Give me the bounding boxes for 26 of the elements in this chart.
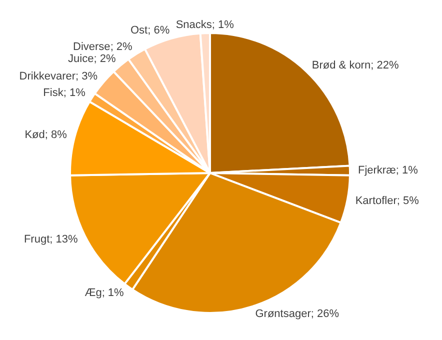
slice-label: Snacks [176, 18, 212, 31]
slice-label: Æg [84, 287, 102, 300]
data-label: ; 6% [148, 24, 170, 37]
data-label: ; 1% [212, 18, 234, 31]
data-label: ; 22% [370, 60, 399, 72]
slice-label: Kartofler [355, 194, 397, 207]
slice-label: Kød [24, 129, 45, 142]
data-label: ; 3% [76, 70, 98, 83]
data-label: ; 2% [94, 52, 116, 65]
data-label: ; 1% [63, 87, 86, 100]
slice-label: Juice [68, 52, 94, 65]
slice-label: Ost [130, 24, 148, 37]
slice-label: Fisk [43, 87, 64, 100]
slice-label: Grøntsager [255, 308, 311, 320]
data-label: ; 5% [396, 194, 419, 207]
slice-label: Drikkevarer [19, 70, 76, 83]
data-label: ; 1% [396, 164, 418, 176]
data-label: ; 8% [44, 129, 67, 142]
data-label: ; 13% [50, 233, 78, 246]
data-label: ; 26% [310, 308, 340, 320]
slice-label: Frugt [24, 233, 50, 246]
slice-label: Fjerkræ [358, 164, 396, 176]
slice-label: Brød & korn [312, 60, 371, 72]
slice-label: Diverse [73, 40, 110, 53]
data-label: ; 2% [110, 40, 132, 53]
data-label: ; 1% [102, 287, 124, 300]
